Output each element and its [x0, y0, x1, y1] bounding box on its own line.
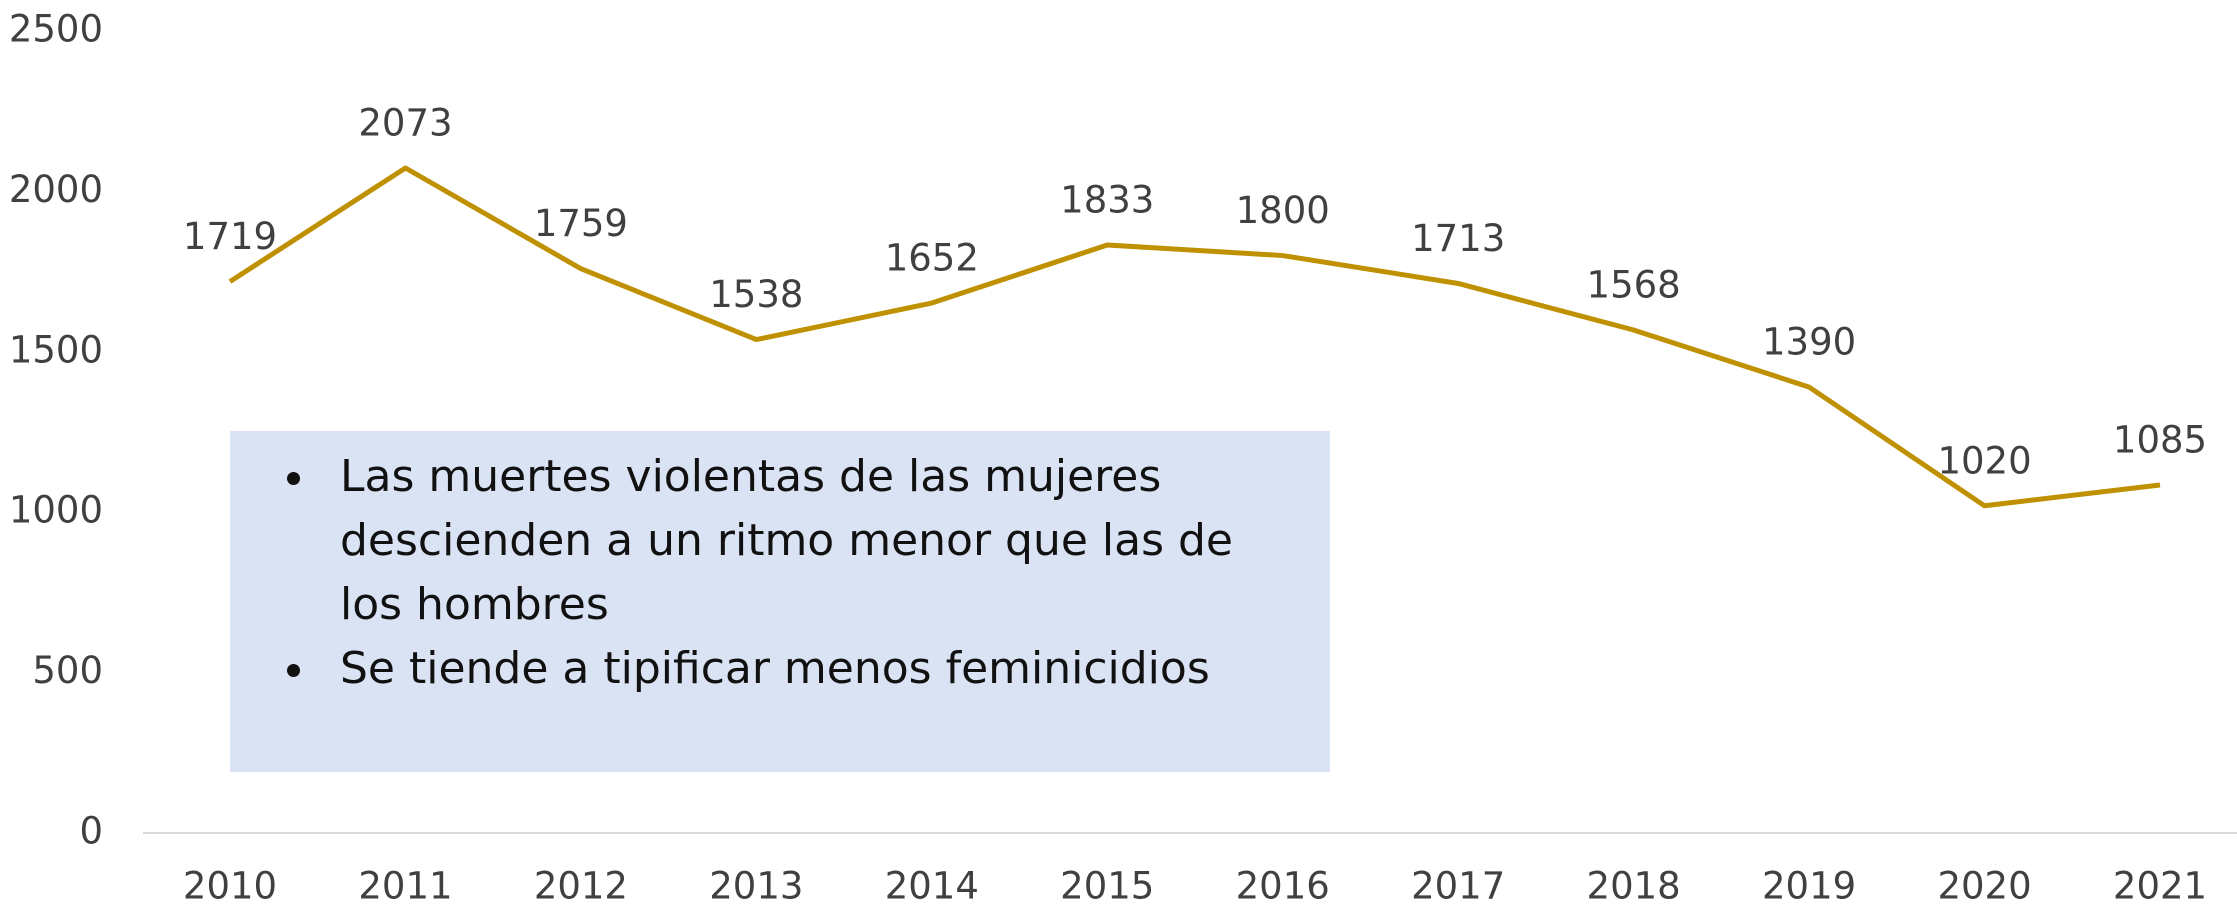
x-tick-label: 2013 [709, 865, 803, 908]
x-tick-label: 2015 [1060, 865, 1154, 908]
data-label: 1719 [183, 215, 277, 258]
data-label: 1800 [1236, 189, 1330, 232]
data-label: 1713 [1411, 217, 1505, 260]
y-tick-label: 1000 [9, 489, 103, 532]
y-tick-label: 1500 [9, 328, 103, 371]
x-tick-label: 2016 [1236, 865, 1330, 908]
y-tick-label: 2500 [9, 8, 103, 51]
data-label: 1538 [709, 273, 803, 316]
x-tick-label: 2014 [885, 865, 979, 908]
x-tick-label: 2019 [1762, 865, 1856, 908]
x-tick-label: 2012 [534, 865, 628, 908]
data-label: 1833 [1060, 178, 1154, 221]
y-tick-label: 0 [79, 810, 103, 853]
annotation-list: Las muertes violentas de las mujeres des… [250, 445, 1300, 701]
annotation-box: Las muertes violentas de las mujeres des… [230, 431, 1330, 772]
annotation: Se tiende a tipificar menos feminicidios [320, 637, 1300, 701]
x-tick-label: 2017 [1411, 865, 1505, 908]
data-label: 1390 [1762, 321, 1856, 364]
y-tick-label: 500 [32, 649, 103, 692]
annotation: Las muertes violentas de las mujeres des… [320, 445, 1300, 637]
data-label: 1085 [2113, 418, 2207, 461]
data-label: 1652 [885, 237, 979, 280]
line [228, 165, 2161, 509]
x-tick-label: 2020 [1937, 865, 2031, 908]
y-tick-label: 2000 [9, 168, 103, 211]
data-label: 1759 [534, 202, 628, 245]
data-label: 1020 [1937, 439, 2031, 482]
x-tick-label: 2018 [1587, 865, 1681, 908]
data-label: 1568 [1587, 263, 1681, 306]
x-tick-label: 2011 [358, 865, 452, 908]
x-tick-label: 2010 [183, 865, 277, 908]
x-tick-label: 2021 [2113, 865, 2207, 908]
data-label: 2073 [358, 101, 452, 144]
